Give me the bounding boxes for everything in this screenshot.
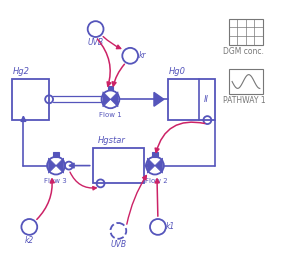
Bar	[229, 69, 263, 94]
Text: Flow 2: Flow 2	[145, 178, 168, 185]
Text: k1: k1	[166, 222, 175, 231]
Bar	[11, 79, 49, 120]
Text: Hg0: Hg0	[169, 67, 186, 76]
Text: kr: kr	[139, 51, 147, 60]
Bar	[229, 19, 263, 45]
Bar	[168, 79, 215, 120]
Text: Flow 3: Flow 3	[44, 178, 67, 185]
Polygon shape	[154, 93, 164, 106]
Text: II: II	[203, 95, 208, 104]
Bar	[152, 152, 158, 157]
Polygon shape	[103, 92, 118, 107]
Text: DGM conc.: DGM conc.	[223, 47, 264, 56]
Text: Hgstar: Hgstar	[98, 136, 125, 145]
Text: UVB: UVB	[110, 240, 127, 249]
Text: PATHWAY 1: PATHWAY 1	[223, 96, 266, 105]
Polygon shape	[147, 158, 163, 173]
Text: k2: k2	[24, 236, 34, 245]
Bar	[93, 148, 144, 183]
Bar	[108, 86, 113, 90]
Bar	[53, 152, 59, 157]
Text: Flow 1: Flow 1	[99, 112, 121, 118]
Text: Hg2: Hg2	[13, 67, 29, 76]
Text: UVB: UVB	[88, 38, 104, 47]
Polygon shape	[49, 158, 64, 173]
